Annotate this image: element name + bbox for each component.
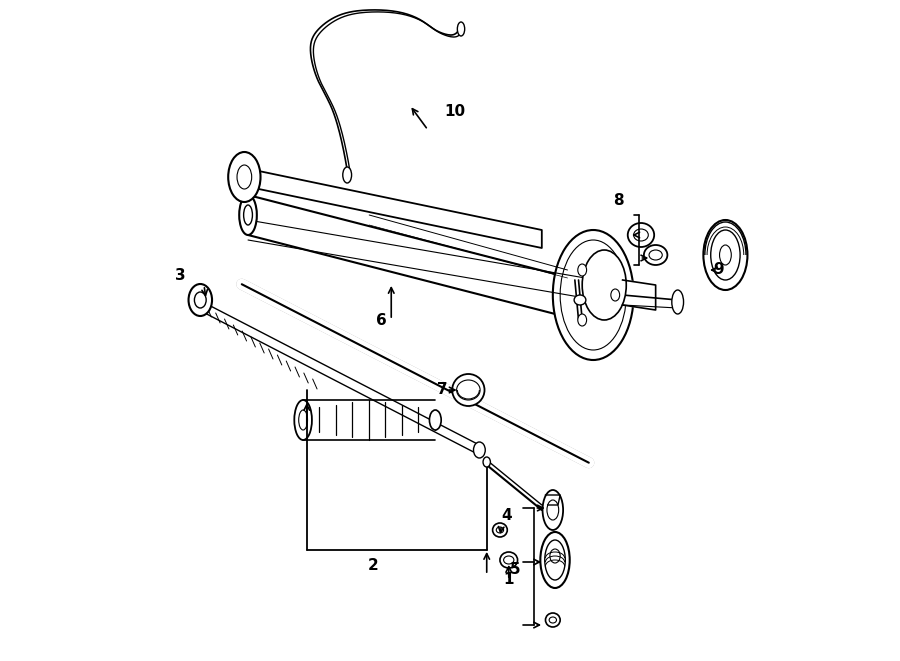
Ellipse shape [711,230,740,280]
Ellipse shape [457,22,464,36]
Ellipse shape [429,410,441,430]
Ellipse shape [550,549,560,563]
Polygon shape [248,195,579,320]
Ellipse shape [547,500,559,520]
Ellipse shape [244,205,252,225]
Ellipse shape [492,523,508,537]
Text: 8: 8 [614,192,625,208]
Ellipse shape [578,314,587,326]
Ellipse shape [188,284,212,316]
Polygon shape [623,280,655,310]
Ellipse shape [627,223,654,247]
Ellipse shape [574,295,586,305]
Ellipse shape [644,245,668,265]
Ellipse shape [545,613,560,627]
Polygon shape [245,168,542,248]
Ellipse shape [294,400,312,440]
Text: 2: 2 [367,557,378,572]
Ellipse shape [582,250,626,320]
Ellipse shape [483,457,490,467]
Ellipse shape [719,245,732,265]
Ellipse shape [194,292,206,308]
Ellipse shape [473,442,485,458]
Ellipse shape [540,532,570,588]
Ellipse shape [237,165,252,189]
Ellipse shape [634,229,648,241]
Ellipse shape [649,250,662,260]
Polygon shape [545,495,560,505]
Text: 3: 3 [176,268,185,282]
Ellipse shape [239,195,256,235]
Ellipse shape [611,289,620,301]
Text: 7: 7 [437,383,448,397]
Ellipse shape [553,230,634,360]
Ellipse shape [504,556,514,564]
Ellipse shape [343,167,352,183]
Ellipse shape [299,410,308,430]
Ellipse shape [452,374,484,406]
Ellipse shape [578,264,587,276]
Ellipse shape [549,617,556,623]
Polygon shape [303,400,436,440]
Ellipse shape [456,380,480,400]
Text: 10: 10 [444,104,465,120]
Text: 1: 1 [503,572,514,588]
Ellipse shape [229,152,260,202]
Text: 4: 4 [501,508,512,522]
Ellipse shape [500,552,518,568]
Ellipse shape [560,240,626,350]
Ellipse shape [671,290,684,314]
Ellipse shape [704,220,747,290]
Text: 5: 5 [509,563,520,578]
Ellipse shape [543,490,563,530]
Text: 6: 6 [376,313,387,327]
Ellipse shape [544,540,565,580]
Text: 9: 9 [713,262,724,278]
Ellipse shape [496,527,504,533]
